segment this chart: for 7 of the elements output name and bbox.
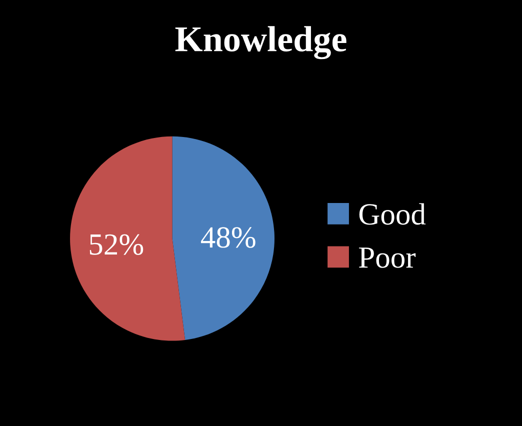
chart-title: Knowledge	[175, 26, 346, 60]
pie-slice	[70, 136, 186, 341]
legend-label: Good	[359, 203, 426, 225]
data-label: 48%	[200, 227, 256, 248]
legend-label: Poor	[358, 248, 416, 268]
data-label: 52%	[90, 234, 144, 255]
pie-slice	[172, 136, 274, 340]
